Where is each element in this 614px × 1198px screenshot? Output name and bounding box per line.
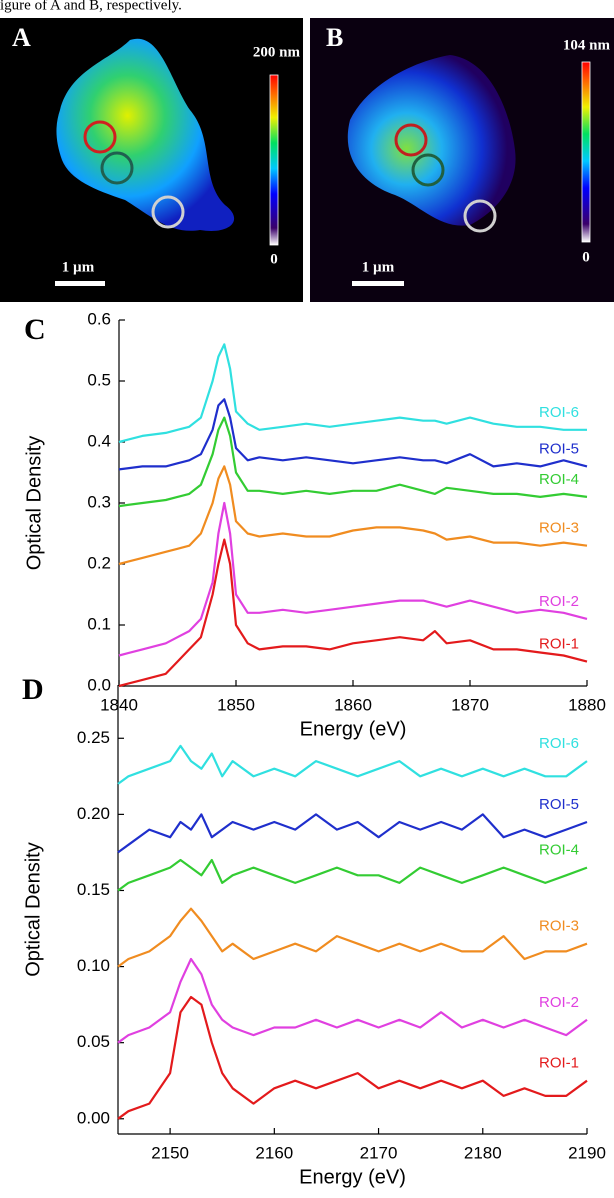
roi-circle <box>411 153 445 187</box>
x-axis-title: Energy (eV) <box>299 1166 406 1188</box>
panel-label: D <box>22 673 44 706</box>
y-tick-label: 0.05 <box>77 1032 110 1051</box>
legend-label: ROI-1 <box>539 636 579 653</box>
x-tick-label: 2150 <box>151 1143 189 1162</box>
x-tick-label: 2180 <box>464 1143 502 1162</box>
x-tick-label: 1840 <box>100 695 138 714</box>
series-line <box>117 995 588 1120</box>
legend-label: ROI-4 <box>539 471 579 488</box>
colorbar-min: 0 <box>582 249 590 265</box>
panel-label: A <box>12 23 31 52</box>
caption: igure of A and B, respectively. <box>0 0 182 13</box>
y-tick-label: 0.20 <box>77 804 110 823</box>
x-tick-label: 1880 <box>568 695 606 714</box>
scale-bar <box>352 281 404 286</box>
y-tick-label: 0.6 <box>87 309 111 328</box>
series-line <box>118 501 588 657</box>
sample-map <box>56 38 235 231</box>
scale-bar <box>55 281 105 286</box>
roi-circle <box>394 123 428 157</box>
legend-label: ROI-4 <box>539 842 579 859</box>
series-line <box>118 416 588 508</box>
scale-bar-label: 1 µm <box>362 259 395 275</box>
panel-label: B <box>326 23 343 52</box>
x-tick-label: 2190 <box>568 1143 606 1162</box>
y-tick-label: 0.2 <box>87 553 111 572</box>
legend-label: ROI-5 <box>539 796 579 813</box>
legend-label: ROI-6 <box>539 735 579 752</box>
series-line <box>117 957 588 1044</box>
series-line <box>118 343 587 444</box>
legend-label: ROI-3 <box>539 520 579 537</box>
sample-map <box>347 55 516 226</box>
colorbar-max: 104 nm <box>563 37 611 53</box>
legend-label: ROI-2 <box>539 593 579 610</box>
y-tick-label: 0.5 <box>87 370 111 389</box>
y-tick-label: 0.0 <box>87 675 111 694</box>
y-axis-title: Optical Density <box>22 842 44 977</box>
x-axis-title: Energy (eV) <box>300 718 407 740</box>
x-tick-label: 1850 <box>217 695 255 714</box>
series-line <box>117 744 588 785</box>
colorbar <box>269 74 279 246</box>
series-line <box>117 858 588 892</box>
roi-circle <box>83 120 117 154</box>
panel-label: C <box>24 313 46 346</box>
legend-label: ROI-1 <box>539 1055 579 1072</box>
series-line <box>118 465 588 566</box>
y-tick-label: 0.25 <box>77 728 110 747</box>
y-tick-label: 0.10 <box>77 956 110 975</box>
roi-circle <box>100 151 134 185</box>
series-line <box>118 398 588 471</box>
y-axis-title: Optical Density <box>23 436 45 571</box>
y-tick-label: 0.3 <box>87 492 111 511</box>
legend-label: ROI-2 <box>539 994 579 1011</box>
legend-label: ROI-3 <box>539 918 579 935</box>
series-line <box>118 538 588 688</box>
colorbar <box>581 61 591 243</box>
legend-label: ROI-5 <box>539 440 579 457</box>
roi-circle <box>463 199 497 233</box>
colorbar-max: 200 nm <box>253 44 301 60</box>
legend-label: ROI-6 <box>539 404 579 421</box>
y-tick-label: 0.1 <box>87 614 111 633</box>
series-line <box>117 907 588 968</box>
y-tick-label: 0.00 <box>77 1108 110 1127</box>
roi-circle <box>151 195 185 229</box>
colorbar-min: 0 <box>270 251 278 267</box>
series-line <box>117 813 588 854</box>
y-tick-label: 0.15 <box>77 880 110 899</box>
y-tick-label: 0.4 <box>87 431 111 450</box>
scale-bar-label: 1 µm <box>62 259 95 275</box>
x-tick-label: 1860 <box>334 695 372 714</box>
x-tick-label: 1870 <box>451 695 489 714</box>
x-tick-label: 2160 <box>255 1143 293 1162</box>
x-tick-label: 2170 <box>360 1143 398 1162</box>
